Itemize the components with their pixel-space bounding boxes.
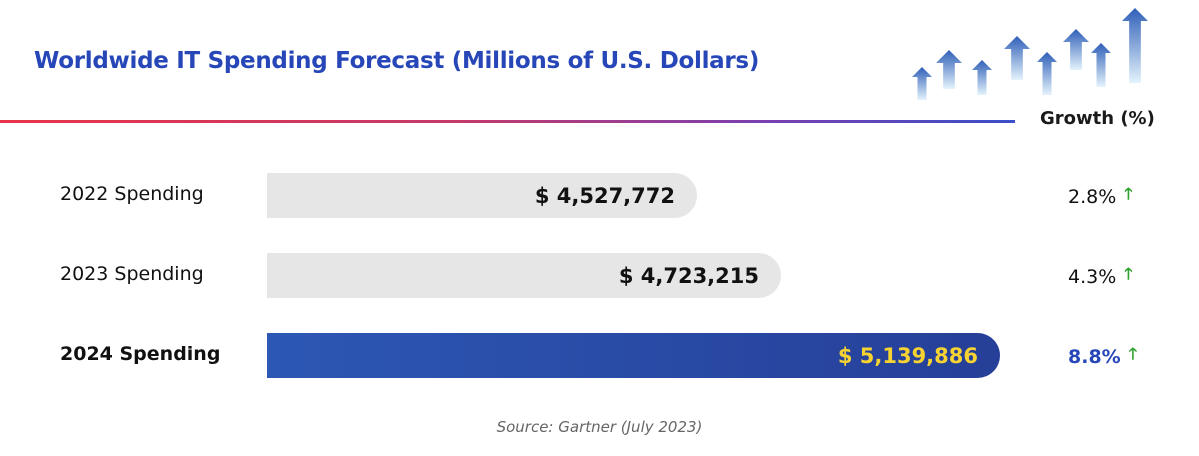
decorative-arrow-icon: [1122, 8, 1148, 83]
bar: $ 4,527,772: [267, 173, 697, 218]
arrow-up-icon: 🡑: [1124, 264, 1133, 283]
source-note: Source: Gartner (July 2023): [496, 418, 703, 436]
decorative-arrow-icon: [972, 60, 992, 95]
decorative-arrow-icon: [912, 67, 932, 100]
growth-value: 4.3% 🡑: [1068, 263, 1133, 290]
decorative-arrow-icon: [1091, 43, 1111, 87]
growth-label: 8.8%: [1068, 345, 1121, 368]
growth-label: 2.8%: [1068, 185, 1117, 208]
bar-value-label: $ 4,723,215: [618, 263, 759, 288]
bar-value-label: $ 4,527,772: [534, 183, 675, 208]
category-label: 2022 Spending: [60, 183, 204, 205]
category-label: 2023 Spending: [60, 263, 204, 285]
bar-value-label: $ 5,139,886: [837, 343, 978, 368]
divider-line: [0, 120, 1015, 123]
growth-value: 8.8% 🡑: [1068, 343, 1137, 370]
decorative-arrow-icon: [936, 50, 962, 89]
category-label: 2024 Spending: [60, 343, 221, 365]
decorative-arrow-icon: [1063, 29, 1089, 70]
growth-value: 2.8% 🡑: [1068, 183, 1133, 210]
bar: $ 4,723,215: [267, 253, 781, 298]
arrow-up-icon: 🡑: [1128, 344, 1138, 363]
decorative-arrow-icon: [1004, 36, 1030, 80]
growth-label: 4.3%: [1068, 265, 1117, 288]
chart-title: Worldwide IT Spending Forecast (Millions…: [34, 48, 760, 74]
growth-arrows-decoration: [912, 8, 1148, 100]
arrow-up-icon: 🡑: [1124, 184, 1133, 203]
decorative-arrow-icon: [1037, 52, 1057, 95]
bar: $ 5,139,886: [267, 333, 1000, 378]
growth-header: Growth (%): [1040, 108, 1155, 129]
